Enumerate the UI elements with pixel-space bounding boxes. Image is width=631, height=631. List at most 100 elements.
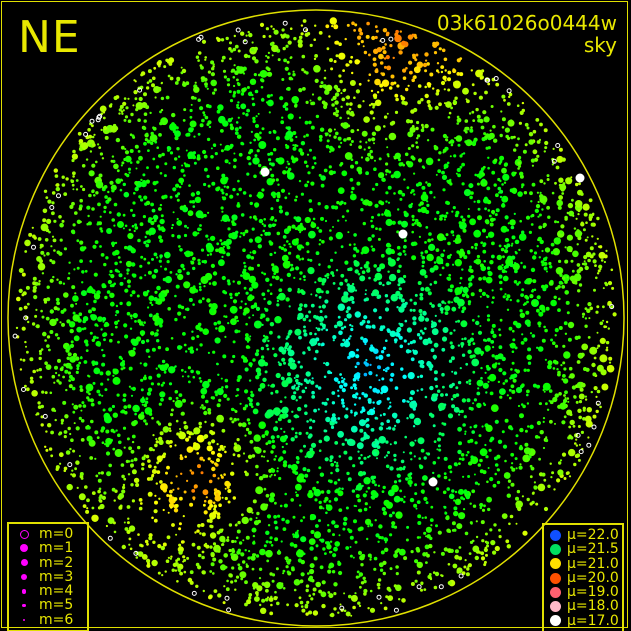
star (265, 344, 269, 348)
star (561, 420, 566, 425)
star (470, 455, 474, 459)
star (546, 178, 550, 181)
star (123, 446, 126, 449)
star (104, 415, 112, 424)
star (198, 421, 202, 426)
star (180, 472, 183, 475)
star (413, 402, 417, 406)
star (380, 602, 383, 605)
star (590, 390, 593, 394)
star (151, 516, 154, 520)
star (438, 448, 442, 452)
star (172, 562, 177, 568)
star (376, 582, 381, 587)
star (335, 54, 339, 58)
star (385, 162, 389, 166)
star (313, 357, 317, 361)
star (520, 293, 524, 297)
star (118, 108, 122, 112)
star (542, 225, 546, 229)
star (448, 478, 451, 482)
star (275, 411, 280, 416)
star (426, 139, 430, 142)
star (260, 233, 263, 237)
star (110, 333, 114, 336)
star (469, 218, 476, 226)
star (405, 349, 411, 354)
star (302, 516, 306, 519)
star (532, 491, 535, 495)
star (519, 463, 522, 466)
star (122, 213, 126, 217)
star (188, 380, 191, 384)
star (539, 179, 544, 184)
star (259, 22, 265, 27)
star (55, 318, 59, 322)
star (295, 216, 302, 223)
star (197, 59, 200, 62)
star (182, 332, 186, 336)
star (86, 343, 89, 346)
star (91, 360, 96, 365)
star (105, 429, 110, 434)
star (370, 224, 375, 229)
star (368, 371, 373, 376)
star (376, 295, 381, 299)
star (78, 416, 82, 420)
star (56, 278, 59, 281)
star (138, 195, 142, 199)
star (383, 65, 387, 69)
star (123, 97, 127, 100)
star (282, 569, 286, 573)
star (608, 281, 612, 285)
star (466, 567, 470, 571)
star (354, 311, 361, 318)
star (385, 33, 389, 37)
star (411, 33, 415, 37)
star (199, 456, 204, 461)
star (282, 572, 285, 575)
star (521, 183, 525, 187)
star (210, 155, 214, 159)
star (550, 476, 553, 479)
star (359, 31, 364, 36)
star (338, 330, 343, 336)
star (103, 205, 107, 210)
star (412, 407, 416, 411)
star (551, 191, 555, 195)
star (220, 242, 224, 246)
star (352, 394, 357, 399)
star (203, 510, 208, 515)
star (583, 262, 588, 266)
star (577, 209, 581, 213)
star (207, 411, 212, 415)
star (446, 515, 450, 519)
star (400, 459, 405, 464)
star (254, 302, 257, 306)
star (447, 70, 452, 75)
star (169, 271, 173, 274)
star (449, 288, 453, 293)
star (441, 261, 444, 265)
star (155, 437, 158, 441)
star (232, 76, 236, 79)
star (283, 58, 287, 63)
star (144, 539, 149, 544)
star (405, 477, 409, 481)
star (286, 560, 291, 565)
star (242, 112, 246, 115)
star (292, 70, 295, 73)
star (63, 466, 68, 471)
star (219, 535, 226, 543)
star (154, 290, 158, 294)
star (493, 523, 497, 527)
star (171, 112, 176, 118)
star (78, 455, 81, 457)
star (550, 299, 557, 307)
star (595, 276, 598, 280)
star (363, 50, 368, 55)
star (436, 69, 439, 73)
star (351, 282, 355, 286)
star (225, 587, 230, 592)
star (198, 377, 202, 380)
